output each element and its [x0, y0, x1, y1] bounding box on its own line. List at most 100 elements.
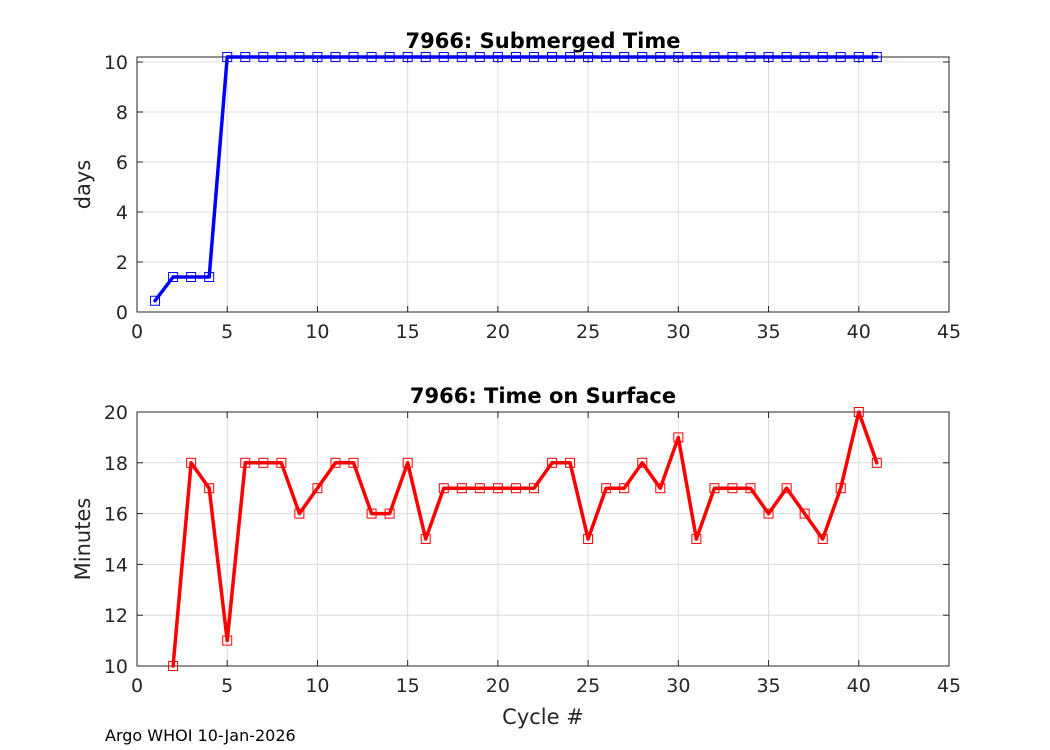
x-tick-label: 20: [486, 675, 510, 697]
data-point: [655, 483, 666, 494]
x-tick-label: 0: [131, 321, 143, 343]
y-tick-label: 10: [104, 656, 128, 678]
y-tick-label: 16: [104, 504, 128, 526]
x-tick-label: 0: [131, 675, 143, 697]
data-point: [619, 52, 630, 62]
data-point: [384, 508, 395, 519]
data-point: [727, 483, 738, 494]
data-point: [384, 52, 395, 62]
data-point: [691, 52, 702, 62]
y-axis-label: days: [71, 160, 95, 210]
x-tick-label: 10: [305, 321, 329, 343]
data-point: [871, 457, 882, 468]
data-point: [619, 483, 630, 494]
data-point: [835, 52, 846, 62]
data-point: [799, 52, 810, 62]
y-tick-label: 20: [104, 402, 128, 424]
data-point: [673, 52, 684, 62]
data-point: [438, 52, 449, 62]
data-point: [420, 534, 431, 544]
data-point: [276, 52, 287, 62]
data-point: [510, 483, 521, 494]
data-point: [168, 661, 179, 671]
data-point: [601, 52, 612, 62]
data-point: [150, 295, 161, 306]
data-point: [583, 52, 594, 62]
data-point: [222, 635, 233, 646]
x-tick-label: 30: [666, 675, 690, 697]
series-line: [153, 55, 879, 303]
data-point: [438, 483, 449, 494]
x-tick-label: 40: [847, 675, 871, 697]
series-line: [171, 410, 879, 668]
data-point: [258, 52, 269, 62]
footer-credit: Argo WHOI 10-Jan-2026: [105, 726, 296, 745]
submerged-time-panel: 0 5 10 15 20 25 30 35 40 45 0 2 4 6 8 10 7966: Submerged…: [71, 29, 961, 343]
data-point: [258, 457, 269, 468]
data-point: [186, 457, 197, 468]
data-point: [655, 52, 666, 62]
data-point: [456, 52, 467, 62]
data-point: [709, 483, 720, 494]
x-tick-label: 35: [756, 675, 780, 697]
data-point: [240, 457, 251, 468]
data-point: [637, 52, 648, 62]
data-point: [673, 432, 684, 443]
data-point: [547, 52, 558, 62]
y-tick-label: 4: [116, 202, 128, 224]
data-point: [763, 508, 774, 519]
x-tick-label: 25: [576, 321, 600, 343]
x-tick-label: 45: [937, 321, 961, 343]
data-point: [330, 457, 341, 468]
data-point: [276, 457, 287, 468]
data-point: [853, 407, 864, 417]
y-tick-label: 18: [104, 453, 128, 475]
data-point: [781, 483, 792, 494]
x-tick-label: 10: [305, 675, 329, 697]
data-point: [637, 457, 648, 468]
data-point: [547, 457, 558, 468]
data-point: [204, 272, 215, 282]
x-tick-label: 20: [486, 321, 510, 343]
chart-title: 7966: Time on Surface: [410, 384, 676, 408]
data-point: [565, 457, 576, 468]
surface-time-panel: 0 5 10 15 20 25 30 35 40 45 10 12 14 16 18 20 7966: Time…: [71, 384, 961, 729]
y-tick-label: 2: [116, 252, 128, 274]
x-axis-label: Cycle #: [502, 705, 584, 729]
x-tick-label: 45: [937, 675, 961, 697]
y-tick-label: 10: [104, 52, 128, 74]
data-point: [528, 483, 539, 494]
data-point: [474, 52, 485, 62]
data-point: [709, 52, 720, 62]
data-point: [835, 483, 846, 494]
x-tick-label: 5: [221, 321, 233, 343]
data-point: [456, 483, 467, 494]
data-point: [745, 483, 756, 494]
data-point: [763, 52, 774, 62]
data-point: [402, 457, 413, 468]
data-point: [510, 52, 521, 62]
x-tick-label: 40: [847, 321, 871, 343]
data-point: [492, 483, 503, 494]
x-tick-label: 25: [576, 675, 600, 697]
plot-area: [137, 412, 949, 666]
data-point: [528, 52, 539, 62]
data-point: [565, 52, 576, 62]
y-tick-label: 12: [104, 605, 128, 627]
y-tick-label: 0: [116, 302, 128, 324]
data-point: [204, 483, 215, 494]
data-point: [799, 508, 810, 519]
data-point: [817, 534, 828, 544]
data-point: [366, 52, 377, 62]
data-point: [312, 52, 323, 62]
y-tick-label: 14: [104, 554, 128, 576]
data-point: [817, 52, 828, 62]
data-point: [745, 52, 756, 62]
data-point: [474, 483, 485, 494]
data-point: [691, 534, 702, 544]
data-point: [240, 52, 251, 62]
data-point: [222, 52, 233, 62]
data-point: [186, 272, 197, 282]
y-tick-label: 8: [116, 102, 128, 124]
